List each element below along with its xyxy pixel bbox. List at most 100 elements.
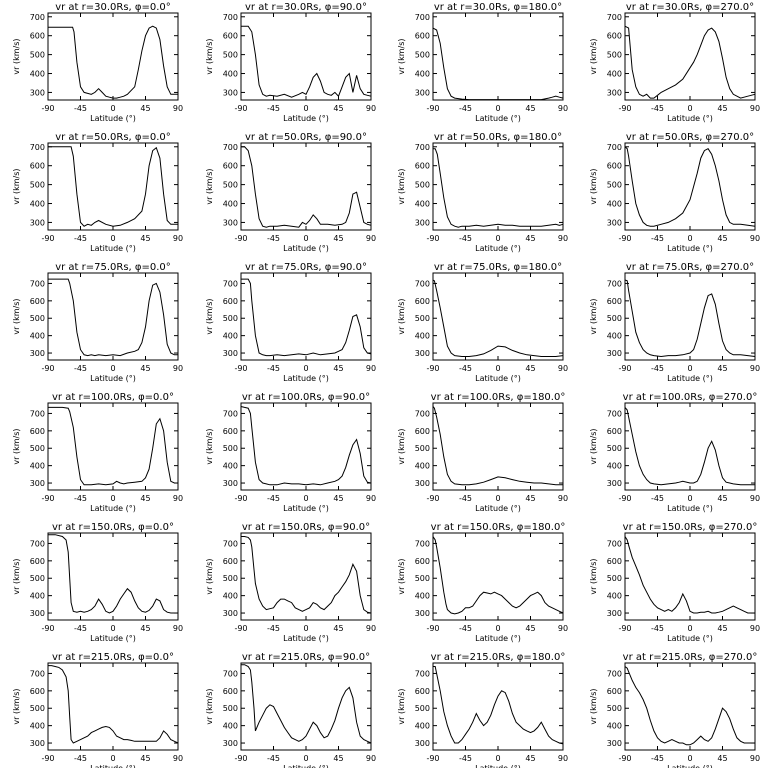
subplot-title: vr at r=30.0Rs, φ=180.0°: [434, 2, 562, 13]
y-tick-label: 600: [30, 32, 45, 41]
plot-frame: [47, 12, 179, 101]
x-tick-label: -45: [74, 754, 87, 763]
x-tick-label: 0: [495, 754, 500, 763]
y-tick-label: 500: [415, 314, 430, 323]
y-tick-label: 600: [415, 427, 430, 436]
y-tick-label: 300: [607, 88, 622, 97]
y-tick-label: 400: [607, 200, 622, 209]
y-tick-label: 300: [30, 609, 45, 618]
x-tick-label: -90: [41, 624, 54, 633]
x-tick-label: 0: [303, 104, 308, 113]
x-tick-label: 90: [558, 234, 568, 243]
x-axis-label: Latitude (°): [283, 374, 329, 383]
x-axis-label: Latitude (°): [475, 764, 521, 768]
x-axis-label: Latitude (°): [283, 504, 329, 513]
x-tick-label: 90: [558, 104, 568, 113]
x-tick-label: 45: [140, 364, 150, 373]
x-tick-label: 45: [140, 754, 150, 763]
plot-frame: [432, 662, 564, 751]
series-line: [624, 536, 755, 614]
x-tick-label: 45: [333, 494, 343, 503]
y-tick-label: 500: [30, 314, 45, 323]
y-tick-label: 500: [415, 181, 430, 190]
x-axis-label: Latitude (°): [667, 764, 713, 768]
x-tick-label: 0: [110, 494, 115, 503]
subplot-title: vr at r=100.0Rs, φ=270.0°: [623, 392, 758, 403]
subplot-title: vr at r=100.0Rs, φ=180.0°: [431, 392, 566, 403]
subplot-15: vr at r=100.0Rs, φ=180.0° -90 -45 0 45 90 300 4…: [397, 392, 568, 513]
plot-frame: [47, 662, 179, 751]
x-tick-label: -45: [74, 624, 87, 633]
y-axis-label: vr (km/s): [12, 428, 21, 464]
y-tick-label: 700: [30, 409, 45, 418]
x-axis-label: Latitude (°): [667, 374, 713, 383]
x-tick-label: -45: [267, 624, 280, 633]
y-tick-label: 300: [223, 609, 238, 618]
y-tick-label: 600: [415, 557, 430, 566]
y-tick-label: 700: [223, 539, 238, 548]
x-axis-label: Latitude (°): [283, 764, 329, 768]
y-tick-label: 600: [415, 297, 430, 306]
y-tick-label: 600: [607, 427, 622, 436]
plot-frame: [47, 272, 179, 361]
y-tick-label: 600: [223, 162, 238, 171]
y-tick-label: 500: [223, 51, 238, 60]
subplot-19: vr at r=150.0Rs, φ=180.0° -90 -45 0 45 90 300 4…: [397, 522, 568, 643]
series-line: [624, 25, 756, 99]
plot-frame: [240, 142, 372, 231]
y-tick-label: 600: [415, 32, 430, 41]
series-line: [433, 148, 564, 228]
subplot-title: vr at r=215.0Rs, φ=90.0°: [242, 652, 370, 663]
y-tick-label: 400: [607, 70, 622, 79]
x-tick-label: 0: [110, 104, 115, 113]
y-tick-label: 500: [223, 314, 238, 323]
y-tick-label: 400: [415, 592, 430, 601]
y-tick-label: 300: [415, 739, 430, 748]
x-tick-label: -45: [459, 234, 472, 243]
y-tick-label: 500: [223, 444, 238, 453]
y-tick-label: 300: [30, 88, 45, 97]
series-line: [48, 146, 178, 227]
y-tick-label: 400: [30, 592, 45, 601]
x-tick-label: 0: [495, 234, 500, 243]
x-tick-label: 0: [303, 624, 308, 633]
x-axis-label: Latitude (°): [667, 504, 713, 513]
series-line: [48, 25, 178, 99]
x-tick-label: 0: [495, 624, 500, 633]
y-tick-label: 700: [415, 409, 430, 418]
y-tick-label: 400: [415, 70, 430, 79]
x-tick-label: -45: [74, 104, 87, 113]
subplot-7: vr at r=50.0Rs, φ=180.0° -90 -45 0 45 90 300 40…: [397, 132, 568, 253]
x-tick-label: 90: [173, 234, 183, 243]
x-tick-label: -45: [267, 364, 280, 373]
series-line: [432, 279, 564, 357]
y-tick-label: 400: [607, 462, 622, 471]
x-tick-label: -90: [234, 364, 247, 373]
y-tick-label: 700: [223, 279, 238, 288]
y-tick-label: 300: [415, 609, 430, 618]
subplot-title: vr at r=30.0Rs, φ=270.0°: [626, 2, 754, 13]
y-tick-label: 500: [607, 314, 622, 323]
y-tick-label: 600: [223, 557, 238, 566]
y-tick-label: 700: [30, 669, 45, 678]
x-tick-label: 45: [140, 624, 150, 633]
subplot-title: vr at r=50.0Rs, φ=90.0°: [245, 132, 367, 143]
subplot-20: vr at r=150.0Rs, φ=270.0° -90 -45 0 45 90 300 4…: [589, 522, 760, 643]
x-tick-label: 0: [495, 494, 500, 503]
y-tick-label: 400: [30, 722, 45, 731]
x-axis-label: Latitude (°): [90, 504, 136, 513]
x-axis-label: Latitude (°): [283, 244, 329, 253]
y-tick-label: 600: [415, 162, 430, 171]
x-axis-label: Latitude (°): [90, 764, 136, 768]
series-line: [432, 27, 564, 101]
x-tick-label: 45: [525, 754, 535, 763]
x-tick-label: 0: [687, 104, 692, 113]
x-tick-label: 45: [333, 234, 343, 243]
y-tick-label: 300: [223, 739, 238, 748]
y-tick-label: 700: [607, 409, 622, 418]
y-tick-label: 400: [223, 332, 238, 341]
x-tick-label: 0: [303, 364, 308, 373]
y-tick-label: 700: [30, 13, 45, 22]
y-tick-label: 500: [223, 704, 238, 713]
x-tick-label: 45: [333, 624, 343, 633]
